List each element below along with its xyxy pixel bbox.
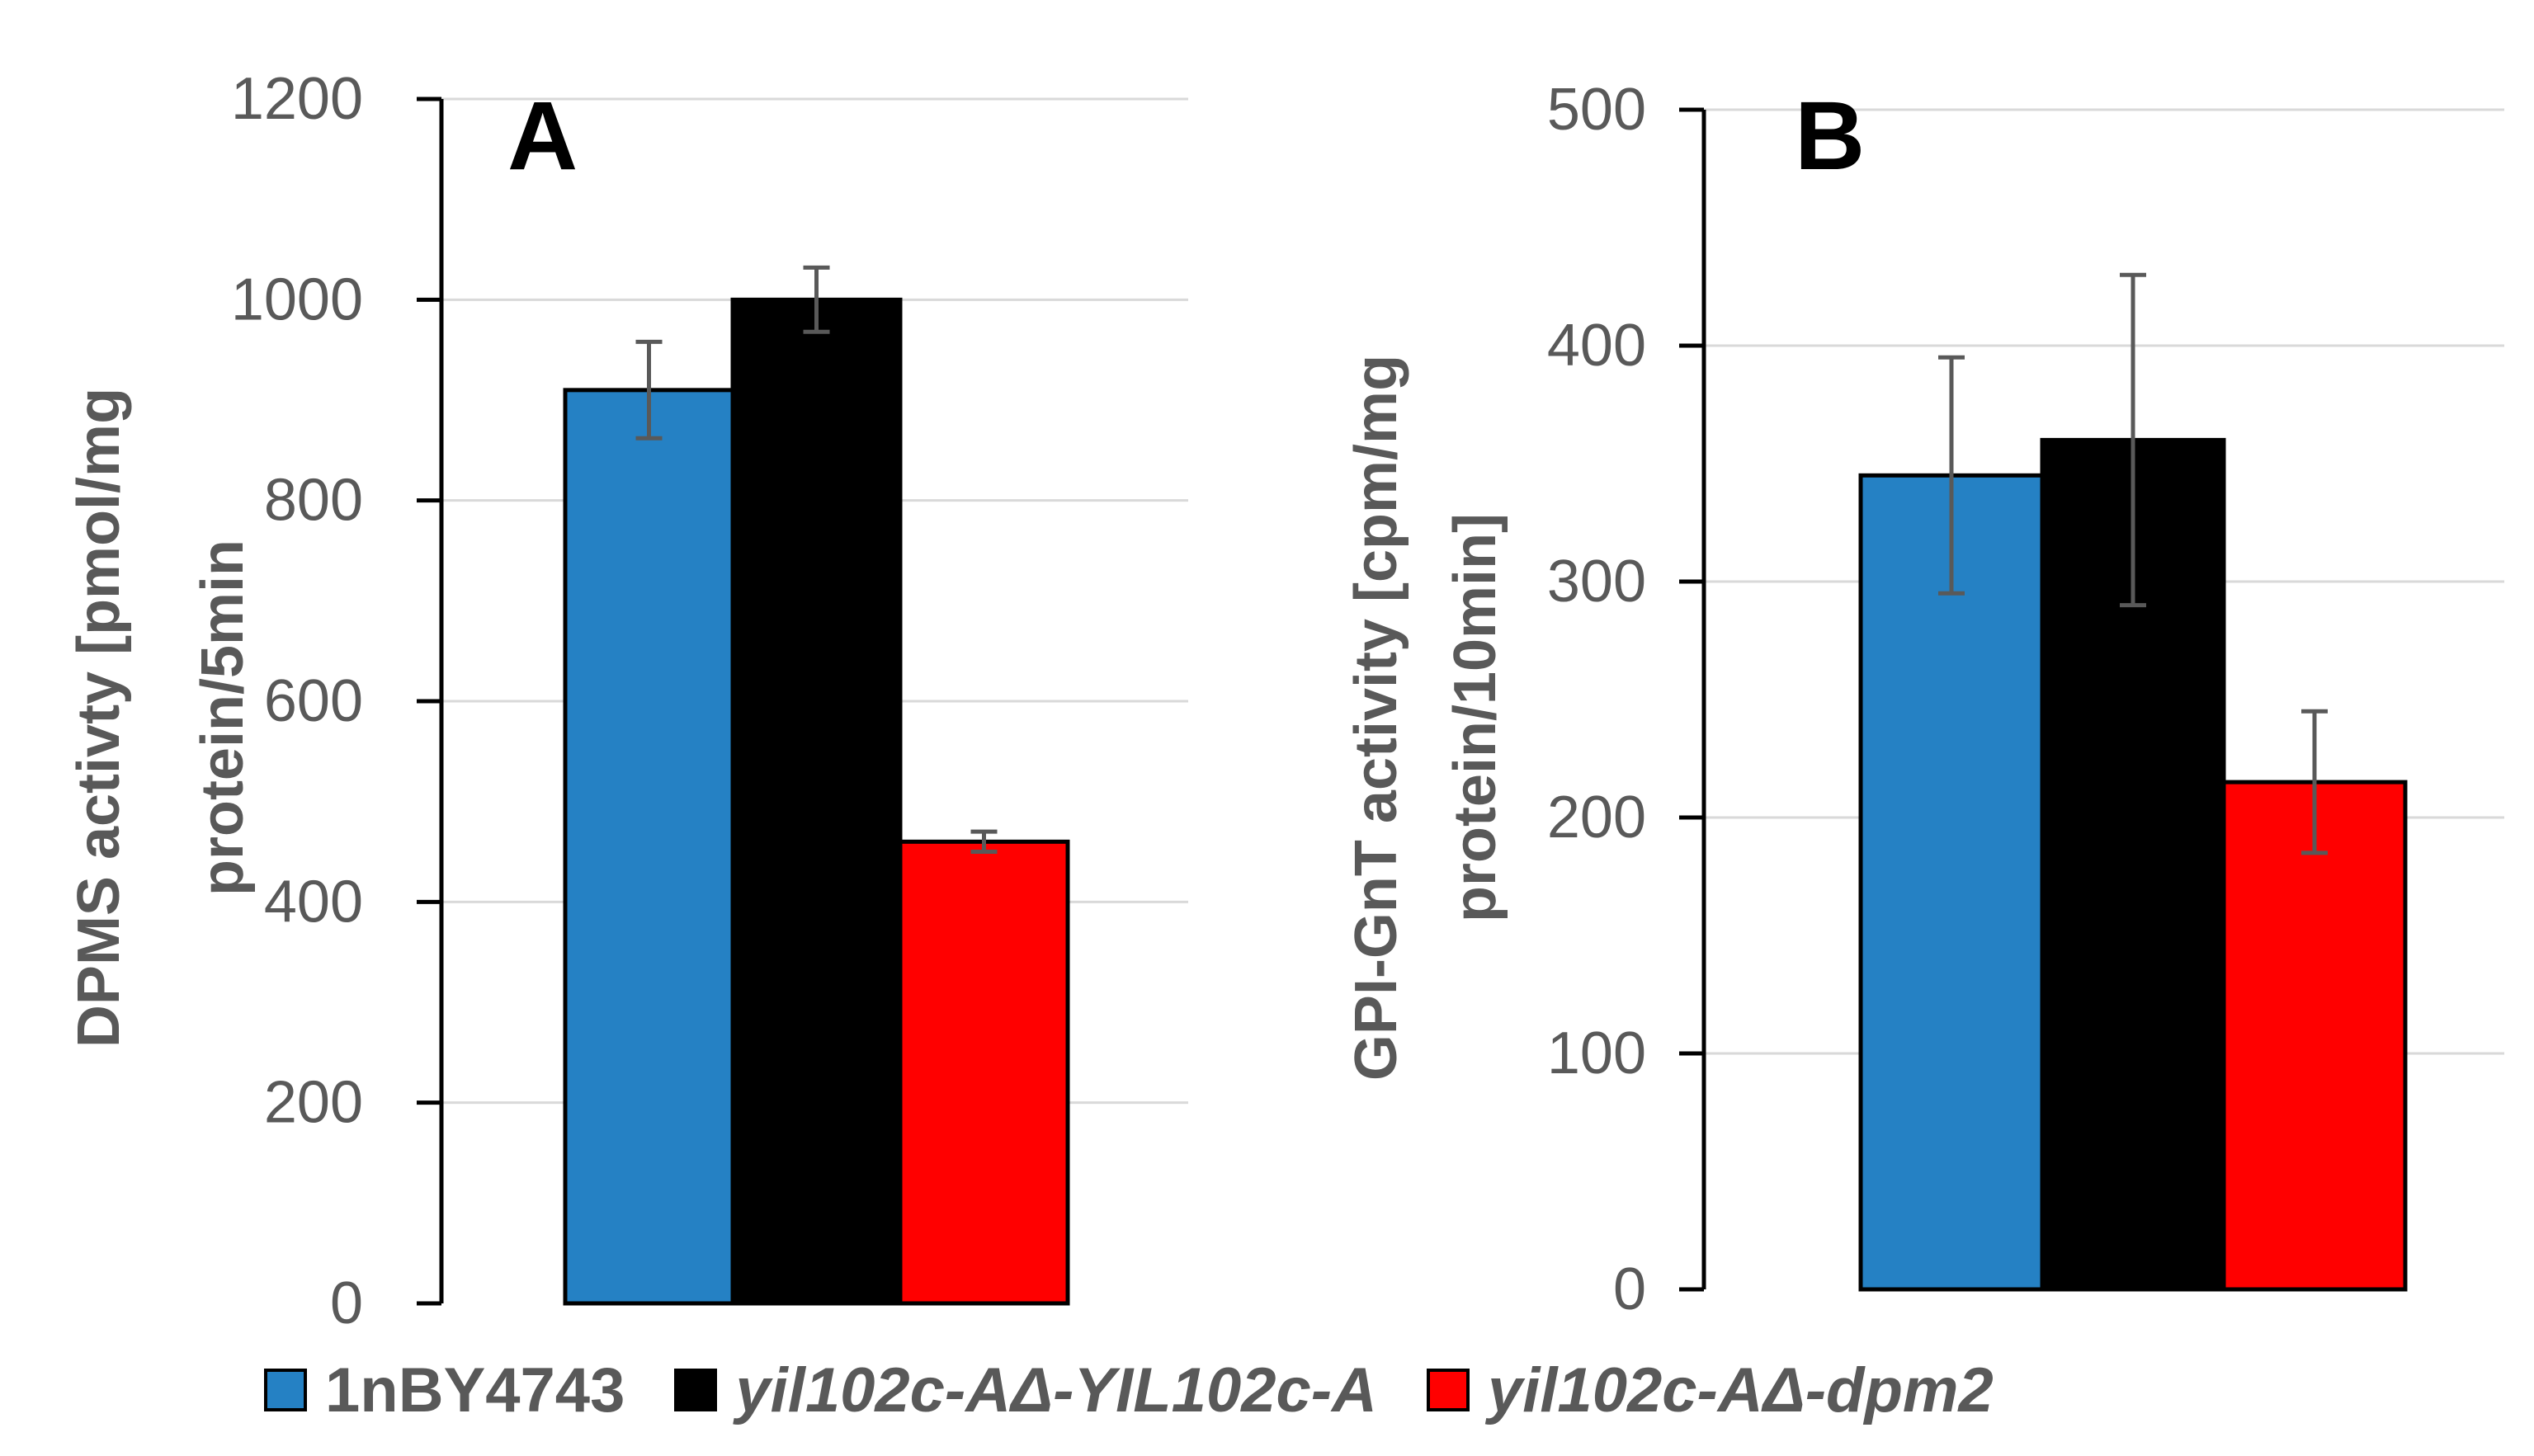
legend-item-dpm2: yil102c-AΔ-dpm2	[1426, 1355, 1994, 1426]
bar	[2221, 780, 2408, 1292]
legend-item-1nby4743: 1nBY4743	[264, 1355, 625, 1426]
y-tick-label: 800	[264, 468, 363, 534]
y-tick-label: 300	[1547, 549, 1646, 615]
y-tick-label: 200	[264, 1070, 363, 1136]
y-tick-label: 500	[1547, 77, 1646, 143]
y-tick-label: 0	[1613, 1256, 1646, 1322]
chart-panel-a: 0 200 400 600 800 1000 1200 A DPMS activty [pmol…	[66, 66, 1188, 1336]
legend-label: 1nBY4743	[325, 1355, 625, 1425]
bar	[898, 839, 1070, 1306]
bar	[730, 297, 903, 1306]
legend-swatch-black	[674, 1369, 718, 1411]
y-tick-label: 100	[1547, 1020, 1646, 1086]
y-tick-label: 200	[1547, 785, 1646, 851]
legend-label: yil102c-AΔ-YIL102c-A	[735, 1355, 1377, 1425]
y-tick-label: 400	[1547, 313, 1646, 379]
y-axis-label: protein/5min	[190, 540, 256, 896]
y-tick-label: 1200	[231, 66, 363, 132]
panel-title: B	[1795, 82, 1865, 191]
legend-swatch-blue	[264, 1369, 307, 1411]
y-tick-label: 400	[264, 869, 363, 935]
bar	[1858, 473, 2045, 1292]
y-tick-label: 1000	[231, 266, 363, 332]
chart-panel-b: 0 100 200 300 400 500 B GPI-GnT activity [cpm/m…	[1343, 77, 2504, 1322]
panel-title: A	[507, 82, 578, 191]
y-tick-label: 600	[264, 668, 363, 734]
legend-swatch-red	[1426, 1369, 1470, 1411]
bar	[563, 388, 735, 1306]
legend: 1nBY4743 yil102c-AΔ-YIL102c-A yil102c-AΔ…	[264, 1345, 1994, 1435]
legend-item-yil102c-a-rescue: yil102c-AΔ-YIL102c-A	[674, 1355, 1377, 1426]
legend-label: yil102c-AΔ-dpm2	[1487, 1355, 1994, 1425]
y-axis-label: GPI-GnT activity [cpm/mg	[1343, 355, 1409, 1081]
y-tick-label: 0	[330, 1270, 363, 1336]
y-axis-label: DPMS activty [pmol/mg	[66, 388, 132, 1048]
y-axis-label: protein/10min]	[1442, 513, 1508, 922]
